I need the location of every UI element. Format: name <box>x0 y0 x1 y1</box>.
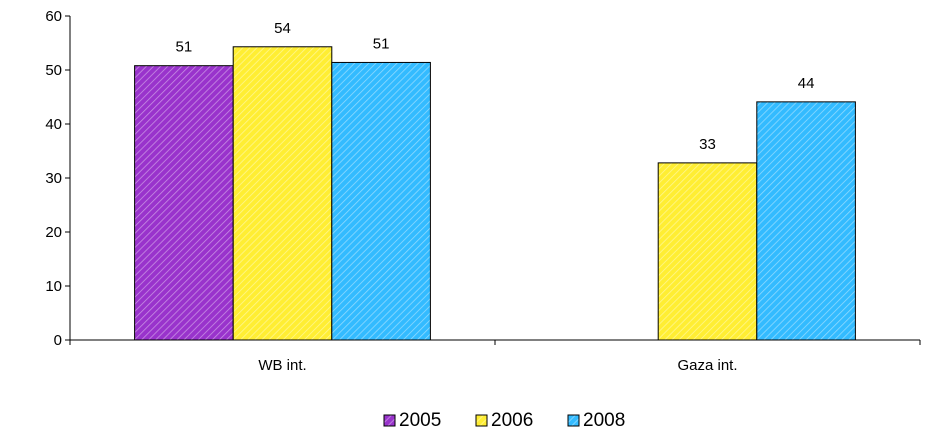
legend-label-2005: 2005 <box>399 410 441 431</box>
bar-2006-0 <box>232 46 333 341</box>
y-tick-label: 40 <box>45 116 62 133</box>
legend-swatch-2005 <box>383 414 396 427</box>
y-tick-label: 20 <box>45 224 62 241</box>
data-label: 44 <box>798 75 815 92</box>
legend-swatch-2008 <box>567 414 580 427</box>
legend: 2005 2006 2008 <box>383 410 625 431</box>
bar-2008-0 <box>331 61 431 341</box>
data-label: 51 <box>176 39 193 56</box>
legend-swatch-2006 <box>475 414 488 427</box>
plot-area: 0 10 20 30 40 50 60 51 54 51 WB int. 33 44 Gaza int. <box>45 8 921 374</box>
y-tick-label: 0 <box>54 332 62 349</box>
bar-2006-1 <box>657 162 758 341</box>
y-tick-label: 60 <box>45 8 62 25</box>
legend-label-2006: 2006 <box>491 410 533 431</box>
x-category-label: Gaza int. <box>677 357 737 374</box>
legend-label-2008: 2008 <box>583 410 625 431</box>
bar-2005-0 <box>134 65 234 341</box>
y-tick-label: 50 <box>45 62 62 79</box>
y-tick-label: 30 <box>45 170 62 187</box>
bar-2008-1 <box>756 101 856 341</box>
data-label: 33 <box>699 136 716 153</box>
y-tick-label: 10 <box>45 278 62 295</box>
data-label: 51 <box>373 35 390 52</box>
data-label: 54 <box>274 20 291 37</box>
x-category-label: WB int. <box>258 357 306 374</box>
